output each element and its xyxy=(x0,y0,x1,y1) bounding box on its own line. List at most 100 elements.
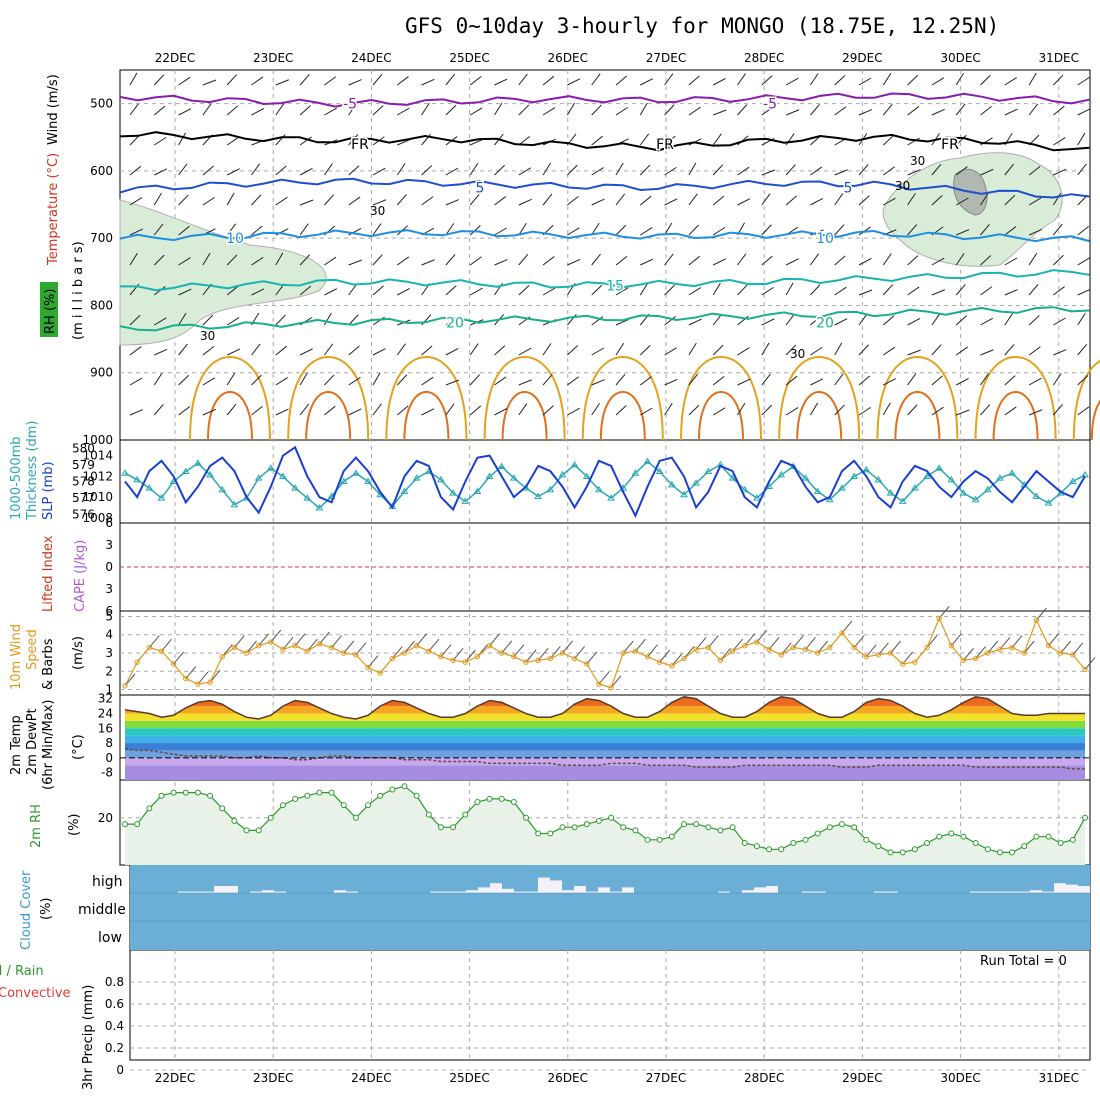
wind-barb xyxy=(882,103,893,116)
wind-barb xyxy=(931,313,941,326)
thickness-frame xyxy=(119,439,1091,524)
wind10-speed-point xyxy=(936,615,942,622)
thickness-point xyxy=(1068,477,1077,484)
rh2m-point xyxy=(474,799,481,806)
wind-barb xyxy=(348,283,358,296)
wind-barb xyxy=(469,343,479,356)
rh2m-point xyxy=(1009,849,1016,856)
wind-barb xyxy=(1053,105,1065,116)
rh2m-point xyxy=(267,814,274,821)
rh2m-point xyxy=(863,836,870,843)
wind-barb xyxy=(445,104,457,116)
pressure-tick: 1000 xyxy=(82,433,113,447)
wind-barb xyxy=(129,197,143,206)
label-slp: SLP (mb) xyxy=(41,461,56,520)
bottom-day-label: 22DEC xyxy=(155,1071,195,1085)
bottom-day-label: 29DEC xyxy=(842,1071,882,1085)
wind-barb xyxy=(178,312,187,326)
wind10-speed-point xyxy=(571,655,578,662)
cloud-bar xyxy=(754,887,766,893)
cloud-bar xyxy=(742,890,754,893)
cloud-bar xyxy=(430,891,442,893)
cloud-bar xyxy=(562,890,574,893)
pressure-tick: 600 xyxy=(90,164,113,178)
wind-barb xyxy=(858,164,869,176)
wind10-speed-point xyxy=(814,650,821,656)
slp-tick: 1010 xyxy=(82,490,113,504)
thickness-point xyxy=(655,467,664,475)
wind-barb xyxy=(178,163,188,176)
cloud-bar xyxy=(526,891,538,893)
wind-barb xyxy=(202,165,214,176)
label-cloud-cover: Cloud Cover xyxy=(19,870,34,950)
thickness-point xyxy=(266,464,275,471)
label-wind-unit: (m/s) xyxy=(71,636,86,670)
label-2m-rh: 2m RH xyxy=(29,804,44,848)
rh2m-point xyxy=(170,789,177,796)
wind-barb xyxy=(834,318,848,326)
rh2m-point xyxy=(802,836,809,843)
wind-barb xyxy=(664,222,673,236)
cloud-bar xyxy=(274,891,286,893)
wind-barb xyxy=(567,78,581,86)
wind-barb xyxy=(129,228,143,236)
wind-barb xyxy=(907,373,917,386)
wind-barb xyxy=(372,254,383,266)
wind-barb xyxy=(615,373,626,386)
wind-barb xyxy=(397,287,410,296)
wind-barb xyxy=(226,372,236,386)
thickness-point xyxy=(352,469,360,476)
wind-barb xyxy=(372,167,386,176)
wind-barb xyxy=(324,343,334,356)
wind-barb xyxy=(154,348,168,356)
wind-barb xyxy=(1053,168,1067,176)
wind-barb xyxy=(931,257,945,266)
thickness-point xyxy=(801,474,810,481)
pbl-contour-inner xyxy=(403,390,450,441)
wind-barb xyxy=(834,255,846,266)
wind-barb xyxy=(664,284,675,296)
wind10-speed-point xyxy=(1057,650,1064,656)
isotherm-line xyxy=(119,177,1090,199)
thickness-point xyxy=(485,472,494,480)
thickness-point xyxy=(680,490,688,498)
wind-barb xyxy=(664,166,677,176)
precip-frame xyxy=(129,949,1091,1061)
wind10-speed-point xyxy=(559,650,566,656)
rh2m-point xyxy=(1082,814,1088,821)
bottom-day-labels: 22DEC 23DEC 24DEC 25DEC 26DEC 27DEC 28DEC 29DEC… xyxy=(155,1071,1079,1085)
wind-barb xyxy=(980,404,991,416)
cloud-bar xyxy=(250,891,262,893)
isotherm-line xyxy=(120,269,1090,292)
thickness-point xyxy=(935,464,944,471)
wind-barb xyxy=(324,374,335,386)
wind-barb xyxy=(178,225,190,236)
rh2m-point xyxy=(620,824,627,831)
wind-barb xyxy=(785,313,795,326)
pbl-contour-inner xyxy=(1090,399,1100,441)
cloud-background xyxy=(130,865,1090,950)
stability-tick: 6 xyxy=(105,516,113,530)
wind-barb xyxy=(275,345,287,356)
bottom-day-label: 31DEC xyxy=(1039,1071,1079,1085)
rh-tick: 20 xyxy=(98,811,113,825)
wind-barb xyxy=(639,195,652,206)
wind-barb xyxy=(251,163,261,176)
cloud-bar xyxy=(226,886,238,893)
thickness-point xyxy=(813,487,822,494)
wind-barb xyxy=(518,285,530,296)
wind10-speed-point xyxy=(280,646,286,653)
thickness-point xyxy=(400,487,409,494)
pbl-contour-inner xyxy=(599,390,646,441)
thickness-tick: 580 xyxy=(72,441,95,455)
wind-barb xyxy=(494,227,507,236)
wind10-speed-point xyxy=(389,655,396,662)
wind-barb xyxy=(445,167,459,176)
wind-barb xyxy=(591,73,601,86)
pbl-contour-outer xyxy=(483,355,566,441)
wind-barb xyxy=(469,138,484,146)
rh2m-point xyxy=(936,833,943,840)
wind-barb xyxy=(178,257,191,266)
wind10-speed-point xyxy=(997,646,1003,653)
wind-barb xyxy=(251,76,264,86)
